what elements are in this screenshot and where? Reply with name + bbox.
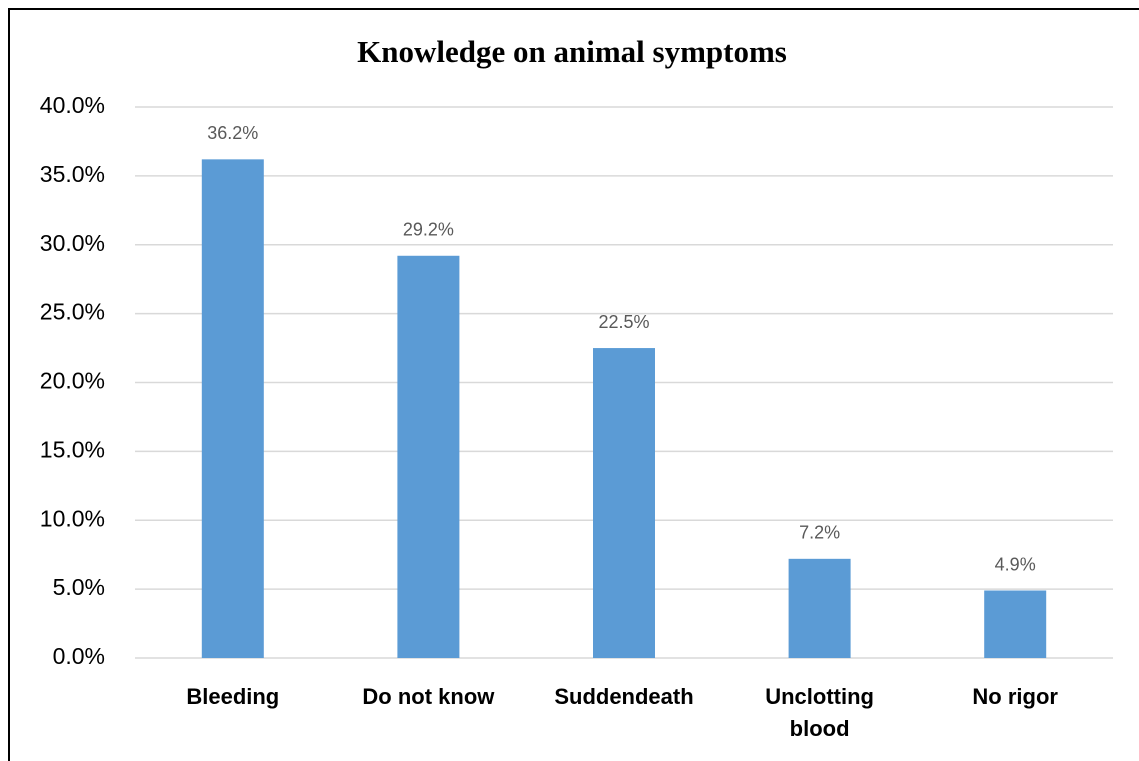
- bar: [593, 348, 655, 658]
- data-label: 29.2%: [403, 220, 454, 240]
- y-tick-label: 35.0%: [40, 161, 105, 187]
- x-tick-label: Unclotting blood: [765, 684, 874, 741]
- chart-title: Knowledge on animal symptoms: [357, 34, 787, 69]
- data-label: 7.2%: [799, 523, 840, 543]
- x-tick-label: Bleeding: [186, 684, 280, 709]
- x-tick-label: Do not know: [362, 684, 495, 709]
- data-label: 36.2%: [207, 123, 258, 143]
- data-label: 4.9%: [995, 554, 1036, 574]
- x-tick-label: Suddendeath: [554, 684, 694, 709]
- y-tick-label: 40.0%: [40, 92, 105, 118]
- bar: [788, 558, 851, 658]
- y-tick-label: 10.0%: [40, 505, 105, 531]
- chart-border: [8, 8, 1139, 761]
- bar: [984, 590, 1047, 658]
- y-tick-label: 25.0%: [40, 299, 105, 325]
- y-tick-label: 15.0%: [40, 436, 105, 462]
- y-tick-label: 5.0%: [53, 574, 105, 600]
- bar: [201, 159, 264, 658]
- bar: [397, 255, 460, 658]
- x-tick-label: No rigor: [972, 684, 1058, 709]
- y-tick-label: 20.0%: [40, 368, 105, 394]
- y-tick-label: 30.0%: [40, 230, 105, 256]
- y-tick-label: 0.0%: [53, 643, 105, 669]
- data-label: 22.5%: [598, 312, 649, 332]
